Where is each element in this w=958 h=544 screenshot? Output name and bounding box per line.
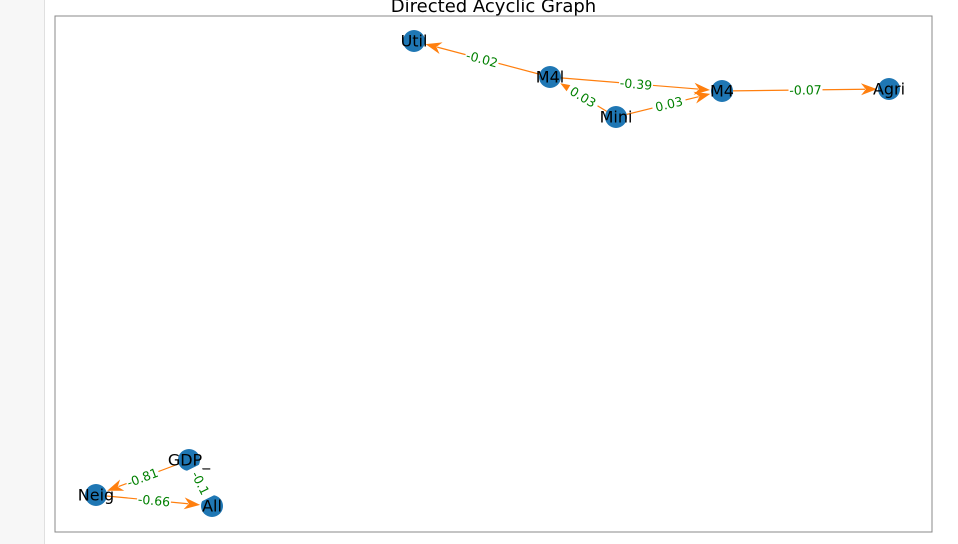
- node-label-mini: Mini: [600, 108, 633, 127]
- edge-label-neig-to-all: -0.66: [137, 492, 171, 510]
- edge-label-group: -0.07: [788, 81, 823, 99]
- edge-label-gdp-to-neig: -0.81: [125, 465, 161, 490]
- nodes-layer: Util M4l Mini M4 Agri GDP_ Neig All: [78, 30, 905, 517]
- plot-frame: [54, 15, 933, 533]
- edge-arrowhead-m4l-to-util: [425, 42, 443, 54]
- edge-label-group: -0.66: [136, 490, 172, 511]
- left-gutter: [0, 0, 45, 544]
- edge-arrowhead-mini-to-m4: [693, 91, 711, 104]
- edge-label-background: [650, 92, 688, 116]
- edge-label-m4-to-agri: -0.07: [789, 82, 822, 97]
- node-label-all: All: [202, 497, 222, 516]
- node-agri[interactable]: [878, 78, 900, 100]
- edge-label-background: [564, 81, 602, 113]
- edge-label-background: [618, 74, 654, 94]
- node-label-agri: Agri: [873, 80, 905, 99]
- node-label-util: Util: [401, 32, 428, 51]
- node-label-gdp: GDP_: [168, 451, 211, 471]
- edge-label-group: 0.03: [564, 81, 602, 113]
- graph-title: Directed Acyclic Graph: [390, 0, 597, 17]
- edge-arrowhead-m4l-to-m4: [693, 82, 710, 95]
- node-m4l[interactable]: [539, 66, 561, 88]
- labels-layer: -0.02-0.390.03 0.03-0.07-0.81 -0.1-0.66: [123, 46, 823, 511]
- edge-label-background: [136, 490, 172, 511]
- edge-arrowhead-gdp-to-neig: [107, 479, 125, 491]
- edge-label-mini-to-m4: 0.03: [654, 93, 685, 114]
- edge-arrowhead-m4-to-agri: [860, 83, 877, 96]
- edge-label-group: -0.81: [123, 464, 162, 491]
- edge-label-group: 0.03: [650, 92, 688, 116]
- node-m4[interactable]: [711, 80, 733, 102]
- node-label-neig: Neig: [78, 486, 114, 505]
- edge-label-group: -0.02: [463, 46, 501, 72]
- edge-label-background: [123, 464, 162, 491]
- edge-label-m4l-to-m4: -0.39: [619, 75, 653, 93]
- edge-label-group: -0.39: [618, 74, 654, 94]
- edge-label-background: [185, 464, 216, 502]
- edge-label-group: -0.1: [185, 464, 216, 502]
- node-label-m4: M4: [710, 82, 734, 101]
- edge-arrowhead-neig-to-all: [183, 497, 201, 510]
- node-mini[interactable]: [605, 106, 627, 128]
- edge-label-background: [788, 81, 823, 99]
- node-util[interactable]: [403, 30, 425, 52]
- node-neig[interactable]: [85, 484, 107, 506]
- node-label-m4l: M4l: [536, 68, 564, 87]
- edges-layer: [95, 42, 877, 510]
- node-all[interactable]: [201, 495, 223, 517]
- node-gdp[interactable]: [178, 449, 200, 471]
- edge-label-background: [463, 46, 501, 72]
